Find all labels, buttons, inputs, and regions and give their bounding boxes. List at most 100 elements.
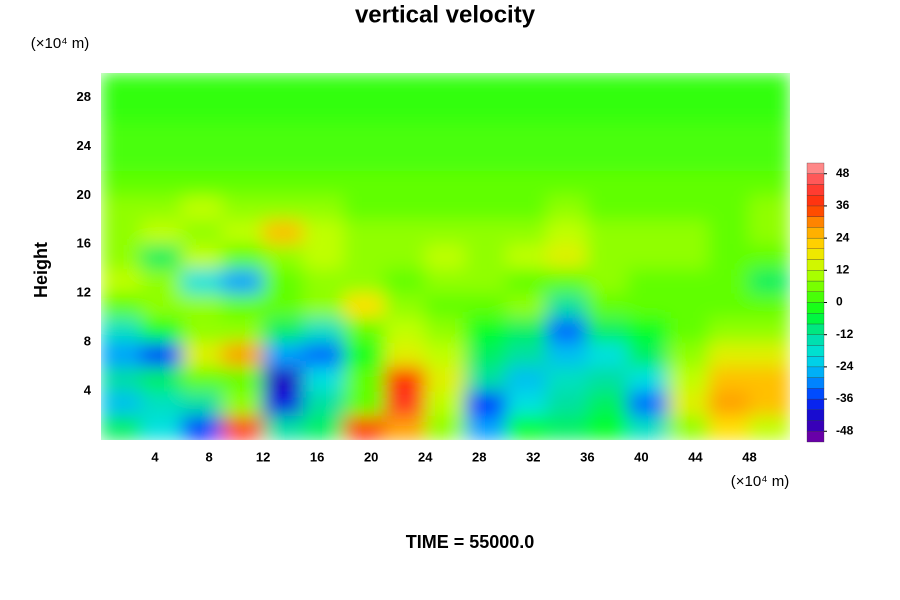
cell: [586, 170, 629, 196]
cell: [586, 341, 629, 368]
colorbar-tick-label: 36: [836, 198, 850, 212]
cell: [303, 268, 345, 294]
cell: [748, 121, 790, 147]
cell: [708, 415, 750, 440]
cell: [384, 415, 426, 440]
cell: [546, 121, 588, 147]
cell: [101, 219, 143, 245]
cell: [627, 292, 669, 319]
colorbar-tick-label: -36: [836, 391, 854, 405]
y-tick-label: 20: [77, 187, 91, 202]
cell: [667, 415, 710, 440]
x-tick-label: 36: [580, 449, 594, 464]
cell: [667, 194, 710, 221]
cell: [384, 73, 426, 98]
colorbar-band: [806, 237, 825, 249]
cell: [465, 317, 507, 343]
cell: [343, 194, 386, 221]
x-tick-label: 12: [256, 449, 270, 464]
cell: [181, 96, 224, 123]
x-tick-label: 28: [472, 449, 486, 464]
cell: [141, 243, 183, 270]
y-tick-label: 28: [77, 89, 91, 104]
cell: [222, 415, 264, 440]
cell: [546, 341, 588, 368]
cell: [627, 219, 669, 245]
cell: [101, 170, 143, 196]
cell: [627, 366, 669, 392]
colorbar-band: [806, 377, 825, 389]
cell: [748, 390, 790, 417]
cell: [303, 170, 345, 196]
cell: [181, 145, 224, 172]
cell: [384, 292, 426, 319]
cell: [181, 292, 224, 319]
cell: [222, 170, 264, 196]
cell: [667, 292, 710, 319]
colorbar-band: [806, 313, 825, 325]
colorbar-band: [806, 280, 825, 292]
cell: [465, 292, 507, 319]
cell: [586, 292, 629, 319]
cell: [586, 194, 629, 221]
cell: [181, 415, 224, 440]
cell: [627, 96, 669, 123]
colorbar-band: [806, 345, 825, 357]
cell: [262, 292, 305, 319]
colorbar-band: [806, 227, 825, 239]
cell: [181, 219, 224, 245]
x-tick-label: 44: [688, 449, 703, 464]
y-axis-label: Height: [31, 242, 51, 298]
cell: [708, 170, 750, 196]
cell: [627, 194, 669, 221]
x-tick-label: 4: [151, 449, 159, 464]
cell: [141, 219, 183, 245]
cell: [748, 145, 790, 172]
cell: [546, 415, 588, 440]
cell: [627, 415, 669, 440]
cell: [384, 96, 426, 123]
cell: [505, 268, 548, 294]
cell: [343, 219, 386, 245]
cell: [101, 121, 143, 147]
cell: [546, 366, 588, 392]
cell: [627, 390, 669, 417]
cell: [384, 170, 426, 196]
cell: [708, 341, 750, 368]
cell: [667, 145, 710, 172]
cell: [141, 96, 183, 123]
cell: [181, 366, 224, 392]
colorbar: -48 -36 -24 -12 0 12 24 36 48: [806, 162, 854, 443]
cell: [262, 341, 305, 368]
cell: [424, 390, 467, 417]
cell: [465, 390, 507, 417]
cell: [546, 243, 588, 270]
colorbar-band: [806, 388, 825, 400]
cell: [141, 73, 183, 98]
cell: [748, 73, 790, 98]
cell: [546, 73, 588, 98]
cell: [708, 292, 750, 319]
cell: [303, 194, 345, 221]
field: [101, 73, 790, 440]
cell: [627, 73, 669, 98]
cell: [465, 219, 507, 245]
cell: [627, 268, 669, 294]
cell: [465, 194, 507, 221]
cell: [424, 292, 467, 319]
y-tick-label: 24: [77, 138, 92, 153]
cell: [262, 194, 305, 221]
cell: [384, 219, 426, 245]
colorbar-band: [806, 323, 825, 335]
cell: [222, 96, 264, 123]
cell: [546, 194, 588, 221]
cell: [384, 390, 426, 417]
cell: [748, 366, 790, 392]
y-tick-label: 8: [84, 334, 91, 349]
y-unit: (×10⁴ m): [31, 35, 90, 52]
cell: [708, 390, 750, 417]
cell: [465, 415, 507, 440]
cell: [262, 366, 305, 392]
cell: [505, 219, 548, 245]
